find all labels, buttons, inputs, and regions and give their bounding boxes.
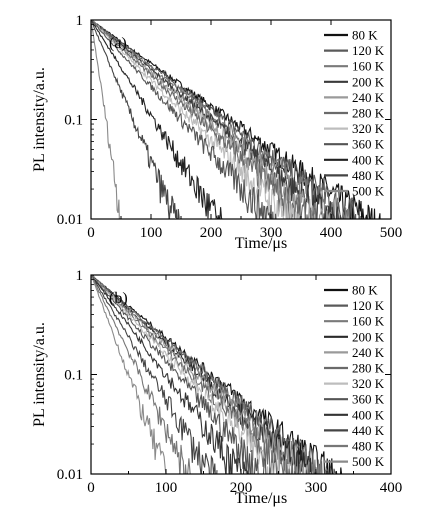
series-line-500k — [91, 20, 120, 219]
x-tick-label: 200 — [230, 480, 253, 496]
legend-entry: 120 K — [352, 43, 385, 58]
legend-entry: 160 K — [352, 314, 385, 329]
y-tick-label: 0.1 — [64, 113, 83, 129]
legend-entry: 200 K — [352, 329, 385, 344]
legend-entry: 320 K — [352, 121, 385, 136]
legend-entry: 200 K — [352, 74, 385, 89]
series-line-440k — [91, 275, 218, 474]
legend-entry: 360 K — [352, 392, 385, 407]
legend-entry: 240 K — [352, 90, 385, 105]
x-tick-label: 500 — [380, 225, 403, 241]
y-tick-label: 0.1 — [64, 368, 83, 384]
legend-entry: 320 K — [352, 376, 385, 391]
legend-entry: 500 K — [352, 454, 385, 469]
chart-panel-b: 0 100 200 300 400 1 0.1 0.01 Time/μs PL intensity… — [31, 268, 402, 507]
series-line-400k — [91, 275, 249, 474]
legend-entry: 160 K — [352, 59, 385, 74]
series-line-240k — [91, 275, 312, 474]
x-tick-label: 400 — [320, 225, 343, 241]
x-axis-title: Time/μs — [235, 490, 287, 507]
series-traces — [91, 20, 381, 219]
x-tick-label: 0 — [87, 225, 95, 241]
series-line-280k — [91, 275, 299, 474]
y-axis-title: PL intensity/a.u. — [31, 67, 48, 172]
x-tick-label: 100 — [155, 480, 178, 496]
series-line-360k — [91, 20, 277, 219]
legend-entry: 80 K — [352, 28, 378, 43]
legend-entry: 400 K — [352, 152, 385, 167]
x-tick-label: 300 — [305, 480, 328, 496]
series-line-400k — [91, 20, 223, 219]
y-axis-title: PL intensity/a.u. — [31, 322, 48, 427]
legend-entry: 440 K — [352, 423, 385, 438]
legend-entry: 240 K — [352, 345, 385, 360]
series-line-280k — [91, 20, 317, 219]
y-tick-label: 0.01 — [57, 467, 83, 483]
chart-panel-a: 0 100 200 300 400 500 1 0.1 0.01 Time/μs PL intens… — [31, 13, 402, 252]
legend-entry: 280 K — [352, 361, 385, 376]
x-tick-label: 200 — [200, 225, 223, 241]
series-line-480k — [91, 20, 180, 219]
panel-label: (b) — [109, 290, 128, 307]
x-axis-title: Time/μs — [235, 235, 287, 252]
legend-entry: 80 K — [352, 283, 378, 298]
y-tick-label: 0.01 — [57, 212, 83, 228]
series-line-480k — [91, 275, 191, 474]
series-line-500k — [91, 275, 167, 474]
y-tick-label: 1 — [76, 13, 84, 29]
x-tick-label: 0 — [87, 480, 95, 496]
x-tick-label: 300 — [260, 225, 283, 241]
series-traces — [91, 275, 343, 474]
panel-label: (a) — [109, 35, 127, 52]
legend-entry: 480 K — [352, 439, 385, 454]
legend-entry: 120 K — [352, 298, 385, 313]
x-tick-label: 400 — [380, 480, 403, 496]
x-tick-label: 100 — [140, 225, 163, 241]
legend-entry: 480 K — [352, 168, 385, 183]
series-line-320k — [91, 20, 300, 219]
legend-entry: 360 K — [352, 137, 385, 152]
legend-entry: 280 K — [352, 106, 385, 121]
y-tick-label: 1 — [76, 268, 84, 284]
series-line-360k — [91, 275, 271, 474]
legend-entry: 500 K — [352, 184, 385, 199]
legend-entry: 400 K — [352, 407, 385, 422]
